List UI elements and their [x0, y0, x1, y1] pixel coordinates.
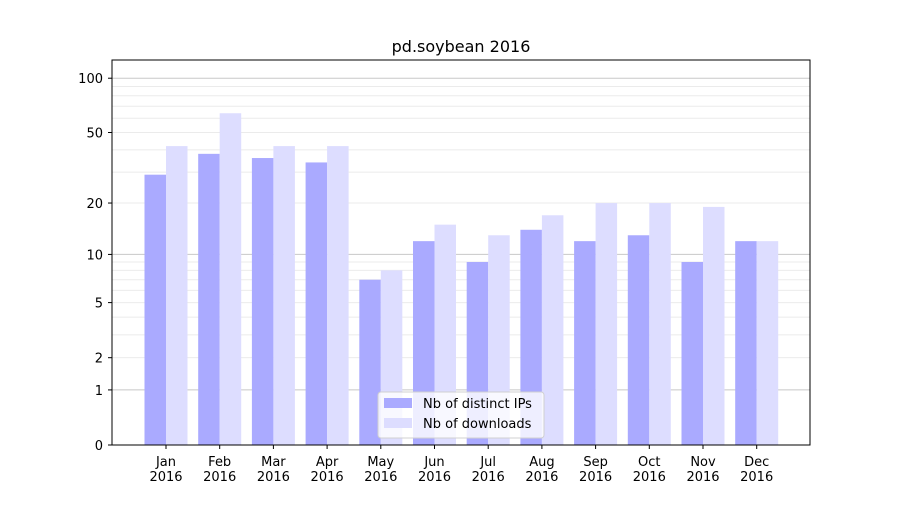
y-tick-label: 5: [95, 297, 103, 312]
x-tick-label: Sep 2016: [579, 455, 612, 485]
bar-downloads: [434, 224, 456, 445]
bar-downloads: [649, 203, 671, 445]
legend-swatch: [384, 418, 412, 428]
bar-distinct-ips: [251, 158, 274, 445]
x-tick-label: Nov 2016: [686, 455, 719, 485]
y-tick-label: 1: [95, 384, 103, 399]
bar-distinct-ips: [198, 153, 220, 445]
x-tick-label: Jun 2016: [418, 455, 451, 485]
x-tick-label: Feb 2016: [203, 455, 236, 485]
bar-distinct-ips: [520, 229, 542, 445]
x-tick-label: Mar 2016: [257, 455, 290, 485]
bar-distinct-ips: [574, 241, 596, 445]
bar-downloads: [166, 146, 188, 446]
bar-downloads: [327, 146, 349, 446]
x-tick-label: Dec 2016: [740, 455, 773, 485]
legend-label: Nb of downloads: [423, 417, 532, 432]
bar-distinct-ips: [627, 235, 650, 445]
legend-swatch: [384, 398, 412, 408]
bar-distinct-ips: [305, 162, 328, 445]
y-tick-label: 2: [95, 352, 103, 367]
y-tick-label: 10: [86, 248, 103, 263]
legend-box: [377, 391, 545, 439]
bar-downloads: [595, 203, 618, 445]
y-tick-label: 0: [95, 439, 103, 454]
legend-label: Nb of distinct IPs: [423, 397, 532, 412]
x-tick-label: May 2016: [364, 455, 397, 485]
x-tick-label: Apr 2016: [311, 455, 344, 485]
x-tick-label: Oct 2016: [633, 455, 666, 485]
bar-distinct-ips: [144, 174, 166, 445]
chart-title: pd.soybean 2016: [392, 37, 531, 56]
bar-downloads: [219, 113, 242, 446]
x-tick-label: Jan 2016: [149, 455, 182, 485]
bar-downloads: [541, 215, 564, 445]
x-tick-label: Aug 2016: [525, 455, 558, 485]
y-tick-label: 100: [78, 72, 103, 87]
legend: Nb of distinct IPs Nb of downloads: [377, 391, 545, 439]
y-tick-label: 50: [86, 127, 103, 142]
bar-distinct-ips: [359, 279, 381, 445]
bar-downloads: [703, 206, 725, 445]
plot-frame: [111, 59, 811, 446]
bar-downloads: [756, 241, 779, 445]
bar-distinct-ips: [681, 262, 703, 445]
x-tick-label: Jul 2016: [472, 455, 505, 485]
bar-downloads: [273, 146, 295, 446]
bar-distinct-ips: [735, 241, 757, 445]
y-tick-label: 20: [86, 197, 103, 212]
